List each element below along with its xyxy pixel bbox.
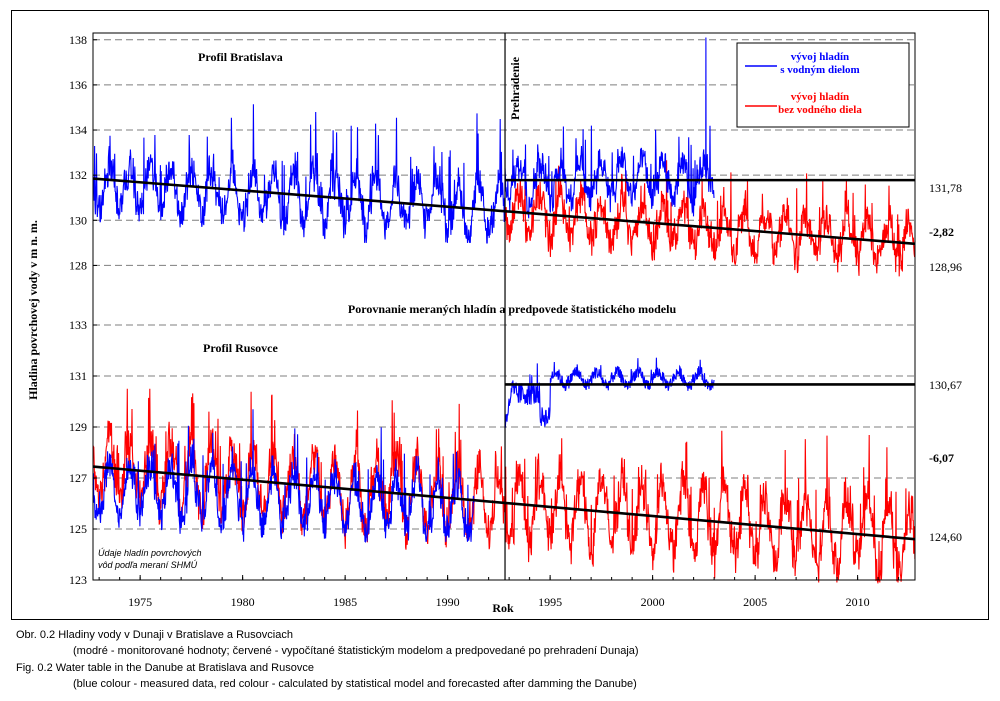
chart-title: Porovnanie meraných hladín a predpovede … xyxy=(348,302,677,316)
series-rusovce-measured-post xyxy=(504,357,715,428)
caption-cz-detail: (modré - monitorované hodnoty; červené -… xyxy=(73,645,639,657)
caption-cz-title: Obr. 0.2 Hladiny vody v Dunaji v Bratisl… xyxy=(16,629,293,641)
caption-en-detail: (blue colour - measured data, red colour… xyxy=(73,678,637,690)
y-tick-label: 128 xyxy=(69,258,87,272)
y-tick-label: 129 xyxy=(69,420,87,434)
source-note-line1: Údaje hladín povrchových xyxy=(98,548,202,558)
y-tick-label: 138 xyxy=(69,33,87,47)
series-bratislava-measured-post xyxy=(504,37,715,219)
caption-en-title: Fig. 0.2 Water table in the Danube at Br… xyxy=(16,662,314,674)
annotation-label: 128,96 xyxy=(929,260,962,274)
annotation-label: 124,60 xyxy=(929,530,962,544)
y-tick-label: 125 xyxy=(69,522,87,536)
annotation-label: -6,07 xyxy=(929,451,954,465)
series-rusovce-measured-pre xyxy=(92,409,475,543)
x-tick-label: 2000 xyxy=(641,595,665,609)
series-bratislava-measured-pre xyxy=(92,104,506,244)
x-tick-label: 2005 xyxy=(743,595,767,609)
plot-border xyxy=(92,32,916,581)
x-tick-label: 1990 xyxy=(436,595,460,609)
y-tick-label: 127 xyxy=(69,471,87,485)
y-tick-label: 134 xyxy=(69,123,87,137)
x-tick-label: 1985 xyxy=(333,595,357,609)
legend-box xyxy=(736,42,910,128)
y-tick-label: 136 xyxy=(69,78,87,92)
source-note-line2: vôd podľa meraní SHMÚ xyxy=(98,560,198,570)
event-label: Prehradenie xyxy=(508,56,522,120)
y-tick-label: 132 xyxy=(69,168,87,182)
trend-line-1 xyxy=(92,465,916,541)
y-tick-label: 133 xyxy=(69,318,87,332)
annotation-label: -2,82 xyxy=(929,225,954,239)
x-tick-label: 1995 xyxy=(538,595,562,609)
y-tick-label: 131 xyxy=(69,369,87,383)
panel-name-rusovce: Profil Rusovce xyxy=(203,341,278,355)
legend-label-1-a: vývoj hladín xyxy=(791,91,849,103)
x-axis-title: Rok xyxy=(492,601,514,615)
x-tick-label: 2010 xyxy=(846,595,870,609)
y-tick-label: 130 xyxy=(69,213,87,227)
trend-line-0 xyxy=(92,177,916,246)
labels: 138 136 134 132 130 128 133 131 129 127 125 123 Preh… xyxy=(26,33,962,615)
series-bratislava-model xyxy=(504,160,916,277)
x-tick-label: 1980 xyxy=(231,595,255,609)
figure-frame xyxy=(11,10,989,620)
annotation-label: 131,78 xyxy=(929,181,962,195)
annotation-label: 130,67 xyxy=(929,378,962,392)
y-tick-label: 123 xyxy=(69,573,87,587)
y-axis-title: Hladina povrchovej vody v m n. m. xyxy=(26,220,40,400)
legend-label-0-a: vývoj hladín xyxy=(791,51,849,63)
axes xyxy=(92,32,916,581)
legend-label-0-b: s vodným dielom xyxy=(780,64,859,76)
legend-label-1-b: bez vodného diela xyxy=(778,104,862,116)
panel-name-bratislava: Profil Bratislava xyxy=(198,50,283,64)
reference-lines xyxy=(92,33,916,580)
x-tick-label: 1975 xyxy=(128,595,152,609)
